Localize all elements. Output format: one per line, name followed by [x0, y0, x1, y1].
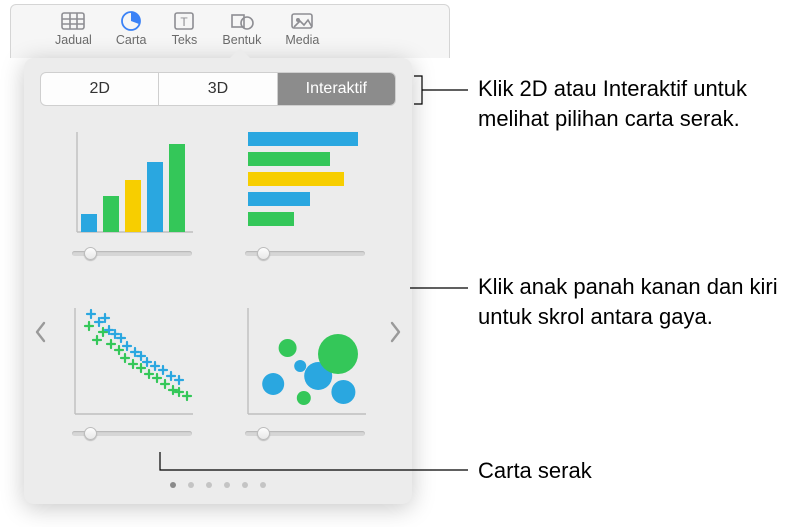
callout-scatter: Carta serak [478, 456, 798, 486]
callout-arrows: Klik anak panah kanan dan kiri untuk skr… [478, 272, 798, 331]
callout-tabs: Klik 2D atau Interaktif untuk melihat pi… [478, 74, 798, 133]
